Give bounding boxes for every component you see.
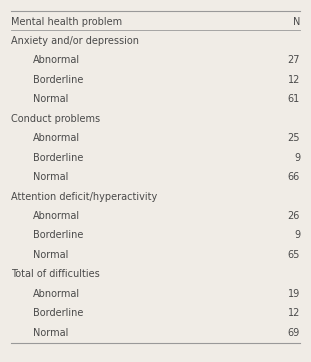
Text: 12: 12 bbox=[288, 75, 300, 85]
Text: Conduct problems: Conduct problems bbox=[11, 114, 100, 124]
Text: 26: 26 bbox=[288, 211, 300, 221]
Text: Mental health problem: Mental health problem bbox=[11, 17, 122, 26]
Text: Attention deficit/hyperactivity: Attention deficit/hyperactivity bbox=[11, 191, 157, 202]
Text: 12: 12 bbox=[288, 308, 300, 318]
Text: Anxiety and/or depression: Anxiety and/or depression bbox=[11, 36, 139, 46]
Text: Abnormal: Abnormal bbox=[33, 133, 80, 143]
Text: 9: 9 bbox=[294, 231, 300, 240]
Text: Abnormal: Abnormal bbox=[33, 55, 80, 66]
Text: 69: 69 bbox=[288, 328, 300, 338]
Text: Normal: Normal bbox=[33, 94, 68, 104]
Text: Borderline: Borderline bbox=[33, 75, 83, 85]
Text: 19: 19 bbox=[288, 289, 300, 299]
Text: Normal: Normal bbox=[33, 250, 68, 260]
Text: 61: 61 bbox=[288, 94, 300, 104]
Text: Borderline: Borderline bbox=[33, 153, 83, 163]
Text: N: N bbox=[293, 17, 300, 26]
Text: Normal: Normal bbox=[33, 172, 68, 182]
Text: Abnormal: Abnormal bbox=[33, 289, 80, 299]
Text: 66: 66 bbox=[288, 172, 300, 182]
Text: 27: 27 bbox=[288, 55, 300, 66]
Text: Total of difficulties: Total of difficulties bbox=[11, 269, 100, 279]
Text: 25: 25 bbox=[288, 133, 300, 143]
Text: Abnormal: Abnormal bbox=[33, 211, 80, 221]
Text: 9: 9 bbox=[294, 153, 300, 163]
Text: Normal: Normal bbox=[33, 328, 68, 338]
Text: 65: 65 bbox=[288, 250, 300, 260]
Text: Borderline: Borderline bbox=[33, 231, 83, 240]
Text: Borderline: Borderline bbox=[33, 308, 83, 318]
